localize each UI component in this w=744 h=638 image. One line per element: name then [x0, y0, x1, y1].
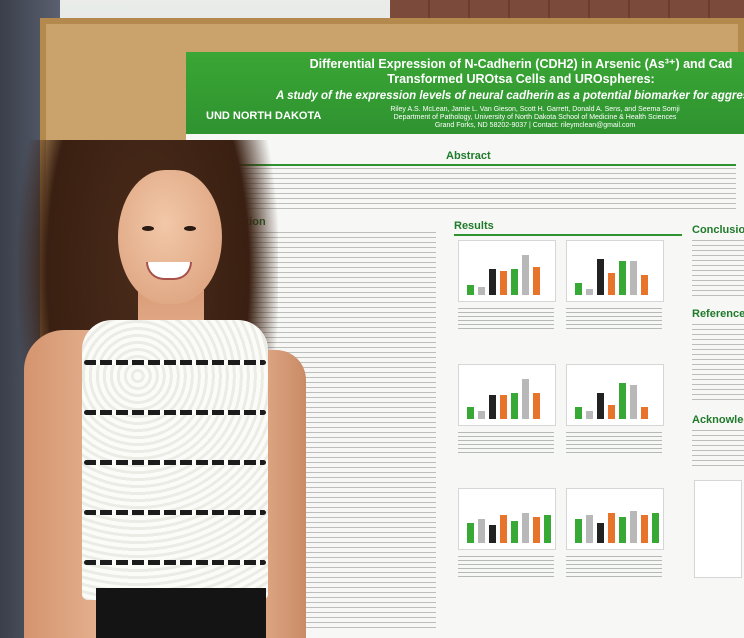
poster-chart-bar [597, 393, 604, 419]
lace-stripe [84, 560, 266, 565]
poster-chart-bar [586, 515, 593, 543]
poster-chart-bar [467, 407, 474, 419]
acknowledgements-text [692, 430, 744, 470]
poster-chart-bar [619, 517, 626, 543]
poster-title-line2: Transformed UROtsa Cells and UROspheres: [387, 72, 655, 86]
left-eye [142, 226, 154, 231]
poster-chart-bar [511, 393, 518, 419]
acknowledgements-heading: Acknowled [692, 414, 744, 426]
poster-chart-bar [586, 289, 593, 295]
poster-chart-bar [522, 513, 529, 543]
poster-chart-bar [597, 259, 604, 295]
poster-chart-bar [478, 287, 485, 295]
poster-chart-bar [522, 379, 529, 419]
abstract-text [206, 168, 736, 212]
results-heading: Results [454, 220, 494, 232]
figure-caption [566, 432, 662, 456]
poster-chart-bar [500, 395, 507, 419]
poster-chart-bar [586, 411, 593, 419]
abstract-rule [206, 164, 736, 166]
university-logo: UND NORTH DAKOTA [206, 110, 322, 122]
results-chart-2 [566, 240, 664, 302]
references-heading: Reference [692, 308, 744, 320]
results-chart-1 [458, 240, 556, 302]
poster-chart-bar [467, 285, 474, 295]
conclusion-text [692, 240, 744, 300]
poster-chart-bar [478, 411, 485, 419]
figure-caption [458, 308, 554, 332]
poster-chart-bar [533, 517, 540, 543]
poster-chart-bar [489, 395, 496, 419]
results-chart-6 [566, 488, 664, 550]
face [118, 170, 222, 304]
poster-chart-bar [544, 515, 551, 543]
poster-chart-bar [500, 515, 507, 543]
poster-chart-bar [630, 261, 637, 295]
figure-caption [458, 432, 554, 456]
skirt [96, 588, 266, 638]
poster-chart-bar [467, 523, 474, 543]
poster-subtitle: A study of the expression levels of neur… [276, 90, 744, 102]
references-text [692, 324, 744, 404]
poster-chart-bar [522, 255, 529, 295]
poster-chart-bar [619, 261, 626, 295]
poster-chart-bar [511, 521, 518, 543]
poster-chart-bar [641, 407, 648, 419]
figure-caption [566, 556, 662, 580]
poster-chart-bar [489, 269, 496, 295]
poster-chart-bar [575, 519, 582, 543]
poster-chart-bar [533, 267, 540, 295]
poster-chart-bar [489, 525, 496, 543]
poster-header: Differential Expression of N-Cadherin (C… [186, 52, 744, 134]
poster-chart-bar [630, 511, 637, 543]
lace-stripe [84, 360, 266, 365]
abstract-heading: Abstract [446, 150, 491, 162]
lace-stripe [84, 410, 266, 415]
right-eye [184, 226, 196, 231]
lace-stripe [84, 460, 266, 465]
results-chart-5 [458, 488, 556, 550]
poster-chart-bar [511, 269, 518, 295]
poster-chart-bar [608, 273, 615, 295]
poster-title-line1: Differential Expression of N-Cadherin (C… [309, 57, 733, 71]
poster-chart-bar [597, 523, 604, 543]
schematic-figure [694, 480, 742, 578]
poster-chart-bar [641, 515, 648, 543]
poster-chart-bar [619, 383, 626, 419]
figure-caption [566, 308, 662, 332]
poster-chart-bar [478, 519, 485, 543]
poster-chart-bar [500, 271, 507, 295]
poster-chart-bar [652, 513, 659, 543]
poster-chart-bar [608, 405, 615, 419]
poster-authors: Riley A.S. McLean, Jamie L. Van Gieson, … [390, 106, 680, 129]
poster-chart-bar [575, 283, 582, 295]
poster-chart-bar [630, 385, 637, 419]
conclusion-heading: Conclusion [692, 224, 744, 236]
poster-chart-bar [575, 407, 582, 419]
poster-chart-bar [533, 393, 540, 419]
lace-stripe [84, 510, 266, 515]
results-chart-4 [566, 364, 664, 426]
figure-caption [458, 556, 554, 580]
results-chart-3 [458, 364, 556, 426]
poster-chart-bar [608, 513, 615, 543]
poster-chart-bar [641, 275, 648, 295]
poster-title: Differential Expression of N-Cadherin (C… [298, 57, 744, 87]
results-rule [454, 234, 682, 236]
